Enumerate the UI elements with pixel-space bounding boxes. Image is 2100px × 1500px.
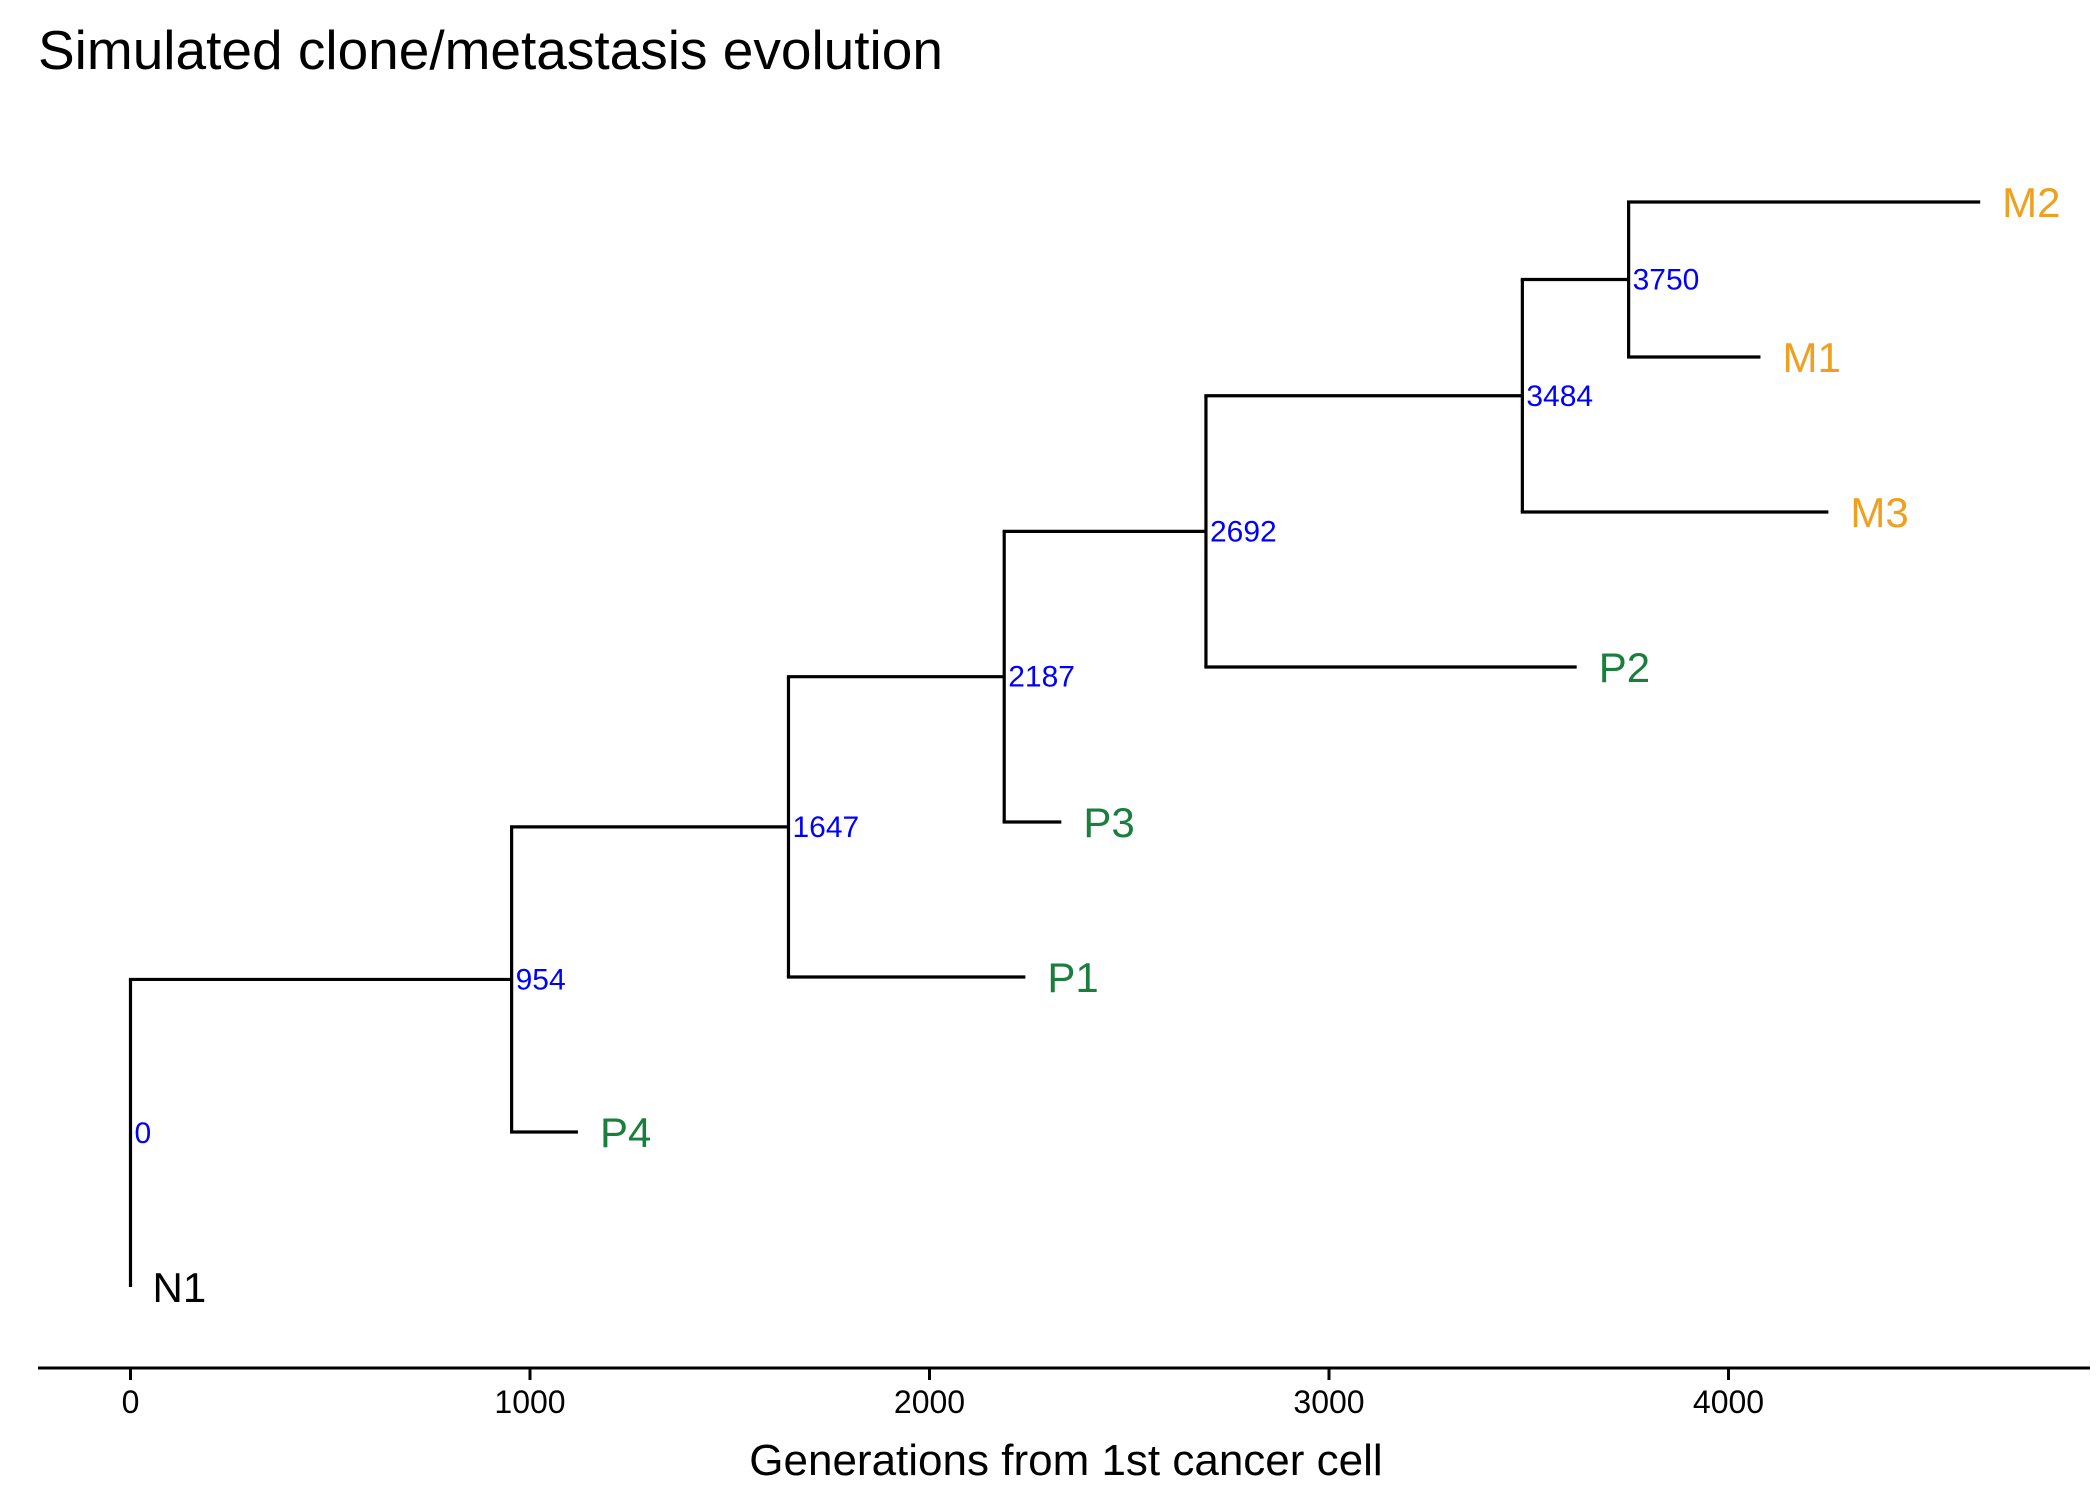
tip-label-p3: P3 — [1083, 799, 1134, 846]
node-label: 2187 — [1008, 661, 1075, 694]
tip-label-m3: M3 — [1850, 489, 1908, 536]
x-tick-label: 0 — [122, 1384, 140, 1420]
x-axis: 0 1000 2000 3000 4000 Generations from 1st c… — [38, 1366, 2090, 1485]
tip-label-m1: M1 — [1782, 334, 1840, 381]
x-tick-label: 3000 — [1293, 1384, 1364, 1420]
node-label: 2692 — [1210, 515, 1277, 548]
x-axis-ticks: 0 1000 2000 3000 4000 — [122, 1368, 1764, 1420]
tree-branches — [128, 200, 1981, 1287]
chart-title: Simulated clone/metastasis evolution — [38, 19, 943, 81]
tip-label-p1: P1 — [1047, 954, 1098, 1001]
node-label: 954 — [516, 963, 566, 996]
x-tick-label: 4000 — [1693, 1384, 1764, 1420]
x-tick-label: 2000 — [894, 1384, 965, 1420]
tip-label-p2: P2 — [1599, 644, 1650, 691]
tip-labels: N1 P4 P1 P3 P2 M3 M1 M2 — [153, 179, 2061, 1311]
x-tick-label: 1000 — [494, 1384, 565, 1420]
node-label: 3484 — [1526, 380, 1593, 413]
node-label: 3750 — [1633, 264, 1700, 297]
tip-label-p4: P4 — [600, 1109, 651, 1156]
x-axis-label: Generations from 1st cancer cell — [749, 1436, 1382, 1485]
node-labels: 0 954 1647 2187 2692 3484 3750 — [135, 264, 1700, 1151]
tip-label-m2: M2 — [2002, 179, 2060, 226]
node-label: 0 — [135, 1117, 152, 1150]
tip-label-n1: N1 — [153, 1264, 207, 1311]
node-label: 1647 — [792, 811, 859, 844]
